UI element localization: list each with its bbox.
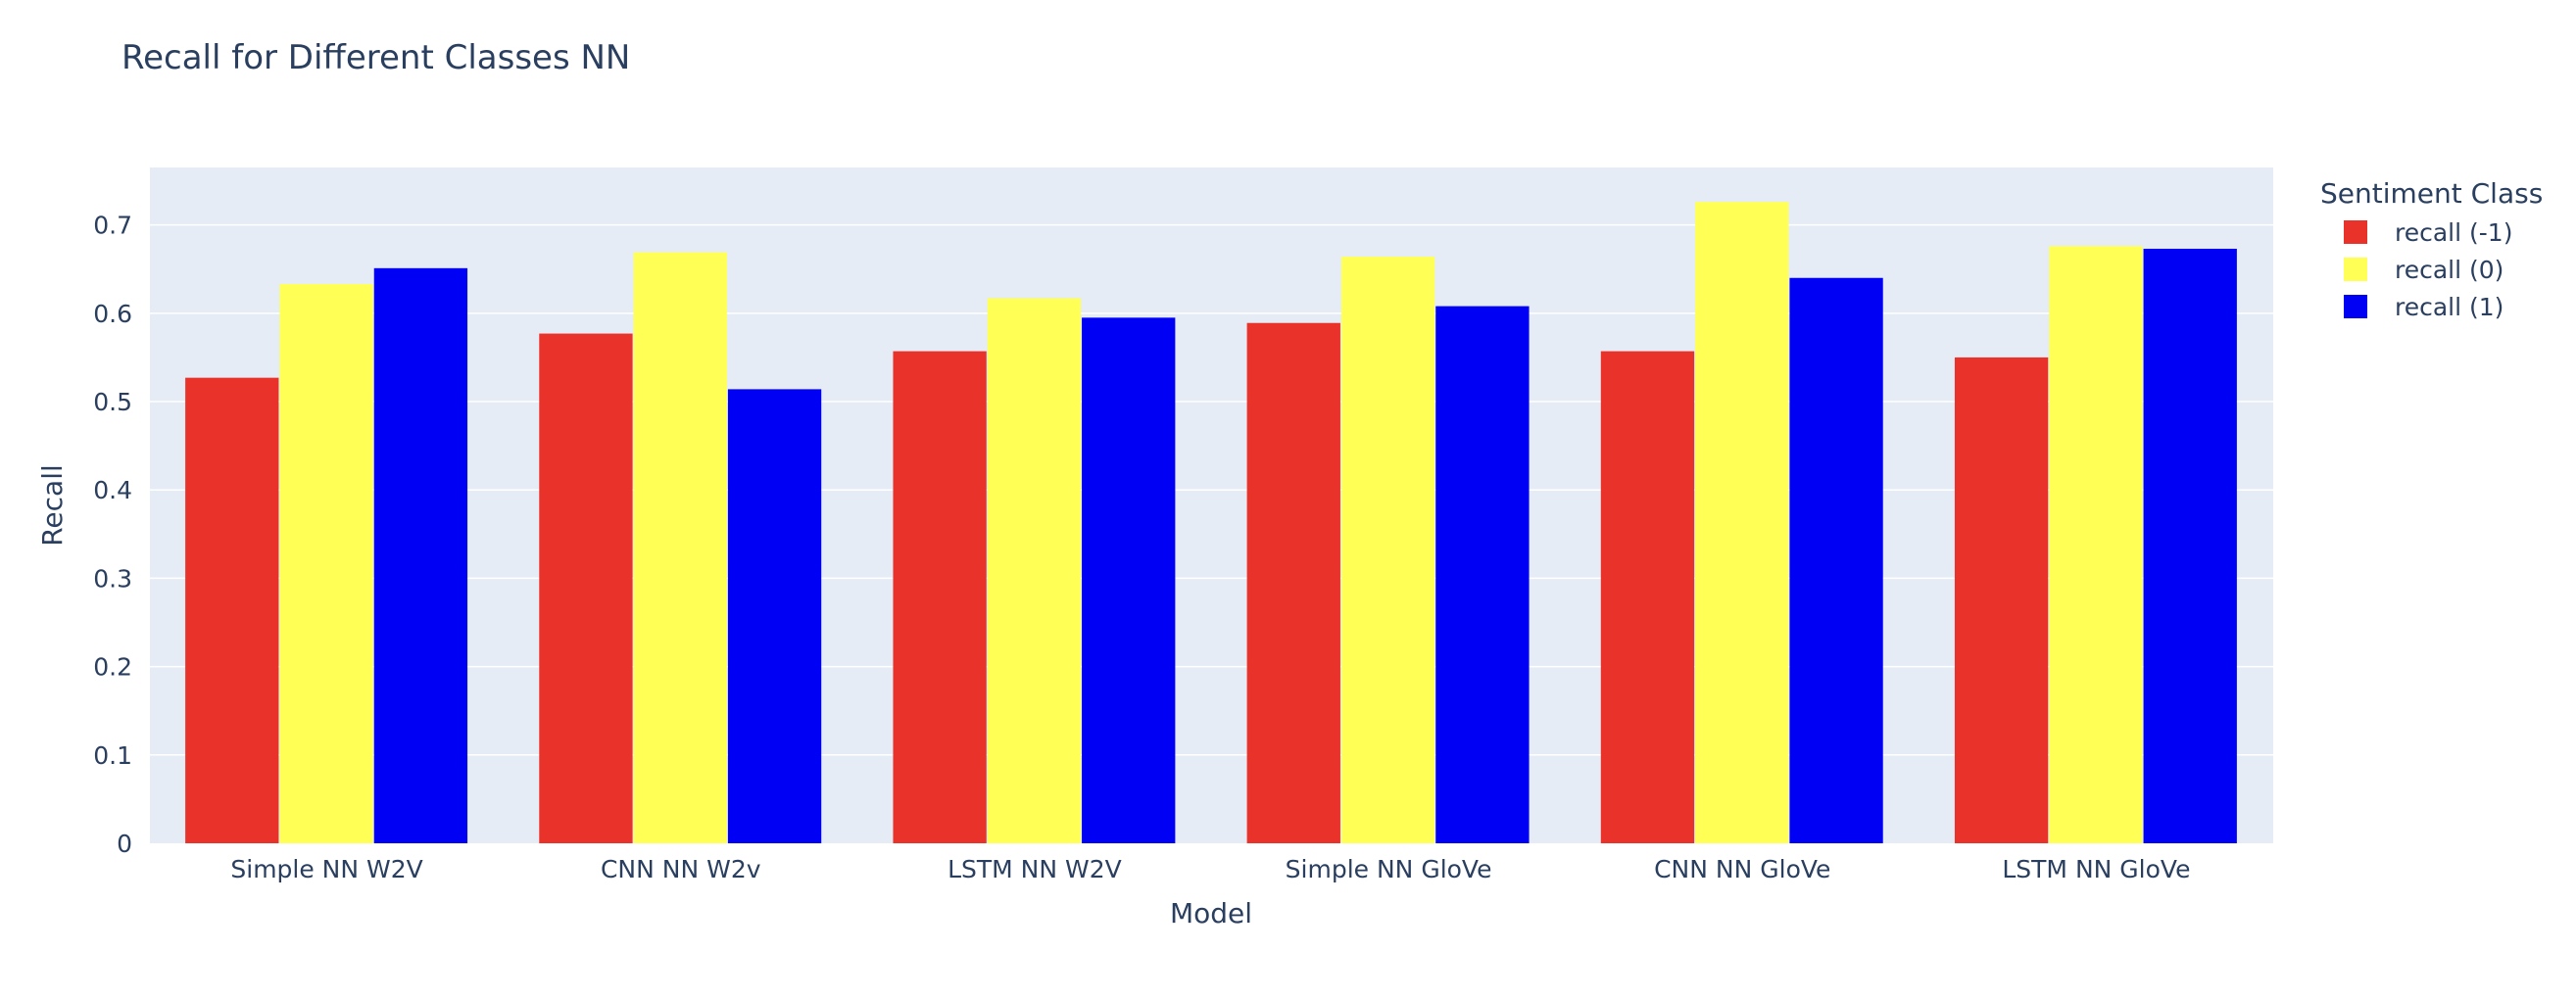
bar	[185, 377, 279, 843]
gridlines	[150, 223, 2273, 756]
bar	[893, 351, 987, 843]
bar	[1954, 357, 2049, 843]
y-axis-ticks: 0 0.1 0.2 0.3 0.4 0.5 0.6 0.7	[93, 212, 132, 858]
y-tick-label: 0.5	[93, 388, 132, 416]
legend: Sentiment Class recall (-1) recall (0) rec…	[2320, 177, 2543, 321]
y-axis-label: Recall	[36, 464, 69, 547]
bar	[279, 284, 373, 843]
legend-item-label: recall (1)	[2395, 293, 2503, 321]
bar	[987, 298, 1082, 843]
y-tick-label: 0.2	[93, 653, 132, 682]
x-tick-label: CNN NN GloVe	[1654, 855, 1830, 883]
legend-item-label: recall (0)	[2395, 256, 2503, 284]
bar	[1600, 351, 1695, 843]
x-axis-ticks: Simple NN W2V CNN NN W2v LSTM NN W2V Simple…	[230, 855, 2190, 883]
bar	[539, 333, 633, 844]
bar	[2049, 246, 2143, 843]
legend-item-label: recall (-1)	[2395, 218, 2512, 247]
y-tick-label: 0.3	[93, 564, 132, 593]
legend-title: Sentiment Class	[2320, 177, 2543, 210]
x-axis-label: Model	[1170, 897, 1252, 929]
bar	[373, 267, 468, 844]
legend-swatch	[2344, 295, 2367, 318]
bar	[633, 252, 727, 843]
bar	[1789, 277, 1883, 843]
y-tick-label: 0.6	[93, 300, 132, 328]
bar	[1246, 322, 1340, 843]
x-tick-label: CNN NN W2v	[601, 855, 761, 883]
x-tick-label: Simple NN W2V	[230, 855, 422, 883]
y-tick-label: 0.4	[93, 476, 132, 504]
bar	[1695, 202, 1789, 844]
x-tick-label: Simple NN GloVe	[1286, 855, 1492, 883]
bar	[2143, 248, 2237, 843]
bar	[727, 389, 822, 843]
legend-swatch	[2344, 220, 2367, 244]
y-tick-label: 0.1	[93, 741, 132, 770]
x-tick-label: LSTM NN GloVe	[2002, 855, 2190, 883]
chart-title: Recall for Different Classes NN	[122, 38, 630, 77]
bars	[185, 202, 2237, 844]
legend-swatch	[2344, 258, 2367, 281]
y-tick-label: 0.7	[93, 212, 132, 240]
bar	[1435, 306, 1530, 843]
y-tick-label: 0	[117, 830, 132, 858]
x-tick-label: LSTM NN W2V	[948, 855, 1122, 883]
bar	[1082, 317, 1176, 843]
plot-area	[150, 167, 2273, 843]
bar	[1340, 257, 1435, 844]
